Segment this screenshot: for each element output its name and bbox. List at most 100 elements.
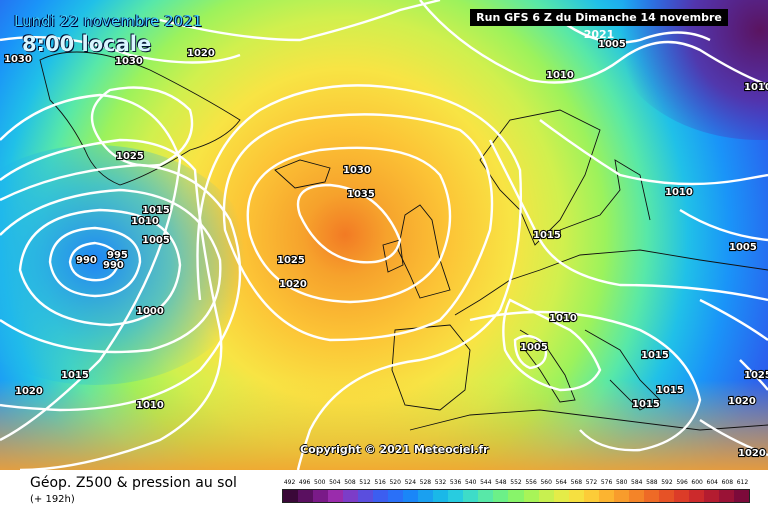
isobar-label: 1010 — [549, 313, 577, 324]
isobar-label: 1020 — [738, 448, 766, 459]
isobar-1035 — [296, 183, 402, 264]
color-scale-swatch — [598, 490, 614, 502]
north-africa-coast — [409, 409, 768, 431]
color-scale-value: 556 — [525, 479, 537, 486]
isobar-label: 1000 — [136, 306, 164, 317]
isobar-label: 1030 — [343, 165, 371, 176]
color-scale-value: 592 — [661, 479, 673, 486]
isobar-label: 1035 — [347, 189, 375, 200]
color-scale-value: 576 — [600, 479, 613, 486]
color-scale-swatch — [553, 490, 569, 502]
color-scale-swatch — [613, 490, 629, 502]
color-scale-swatch — [298, 490, 314, 502]
isobar-label: 1025 — [744, 370, 768, 381]
color-scale-swatch — [478, 490, 494, 502]
isobar-1025-greenland — [90, 86, 194, 167]
isobar-label: 1025 — [116, 151, 144, 162]
isobar-1020 — [196, 84, 523, 470]
isobar-1015-south — [469, 310, 702, 452]
isobar-label: 1015 — [61, 370, 89, 381]
color-scale-value: 564 — [555, 479, 567, 486]
isobar-label: 1015 — [632, 399, 660, 410]
color-scale-swatch — [523, 490, 539, 502]
isobar-labels: 1030 1030 1025 1020 1005 1010 1010 1025 … — [3, 38, 768, 460]
isobar-label: 1010 — [131, 216, 159, 227]
color-scale-value: 524 — [404, 479, 417, 486]
color-scale-swatch — [433, 490, 449, 502]
isobar-label: 1020 — [187, 48, 215, 59]
isobar-label: 1015 — [533, 230, 561, 241]
legend-footer: Géop. Z500 & pression au sol (+ 192h) 49… — [0, 470, 768, 512]
baltic-coast — [559, 159, 651, 231]
isobar-label: 1015 — [641, 350, 669, 361]
color-scale-value: 496 — [298, 479, 311, 486]
color-scale-swatch — [448, 490, 464, 502]
isobar-1000 — [18, 208, 182, 327]
color-scale-swatch — [493, 490, 509, 502]
color-scale-labels: 492 496 500 504 508 512 516 520 524 528 532 536 540 5… — [282, 479, 750, 489]
color-scale-value: 520 — [389, 479, 401, 486]
isobar-label: 1005 — [598, 39, 626, 50]
color-scale-swatch — [688, 490, 704, 502]
color-scale-bar — [282, 489, 750, 503]
isobar-1005 — [0, 188, 222, 354]
isobar-label: 1020 — [279, 279, 307, 290]
isobar-label: 1015 — [656, 385, 684, 396]
color-scale-swatch — [703, 490, 719, 502]
color-scale-value: 596 — [676, 479, 688, 486]
copyright-text: Copyright © 2021 Meteociel.fr — [300, 443, 489, 456]
iceland-coast — [274, 159, 331, 189]
color-scale-value: 608 — [721, 479, 734, 486]
isobar-1025 — [222, 113, 494, 342]
color-scale-value: 572 — [585, 479, 598, 486]
model-run-label: Run GFS 6 Z du Dimanche 14 novembre 2021 — [470, 9, 728, 41]
isobar-1020-west — [0, 93, 182, 442]
isobar-1020-nw — [159, 0, 441, 42]
color-scale-swatch — [403, 490, 419, 502]
color-scale-value: 540 — [464, 479, 477, 486]
isobar-label: 1030 — [4, 54, 32, 65]
color-scale-value: 588 — [646, 479, 658, 486]
isobar-1010-west — [0, 163, 242, 412]
color-scale-value: 600 — [691, 479, 703, 486]
isobar-1010-north — [419, 0, 768, 87]
color-scale-value: 528 — [419, 479, 432, 486]
isobar-label: 1005 — [520, 342, 548, 353]
isobar-label: 990 — [103, 260, 124, 271]
isobar-label: 1005 — [729, 242, 757, 253]
color-scale-swatch — [283, 490, 299, 502]
isobar-1005-central — [513, 334, 548, 370]
isobar-label: 1030 — [115, 56, 143, 67]
geopotential-map: 1030 1030 1025 1020 1005 1010 1010 1025 … — [0, 0, 768, 470]
northeast-trough-shading — [610, 0, 768, 140]
isobar-label: 1025 — [277, 255, 305, 266]
iberia-coast — [391, 324, 471, 411]
color-scale-value: 512 — [359, 479, 371, 486]
color-scale-swatch — [658, 490, 674, 502]
color-scale-swatch — [568, 490, 584, 502]
color-scale-swatch — [673, 490, 689, 502]
isobar-1010-east — [539, 119, 768, 186]
color-scale-value: 584 — [631, 479, 643, 486]
color-scale-swatch — [463, 490, 479, 502]
isobar-1030-nw — [0, 35, 241, 64]
color-scale-value: 580 — [615, 479, 628, 486]
color-scale-swatch — [643, 490, 659, 502]
ireland-coast — [382, 239, 404, 273]
isobar-1020-se — [699, 298, 768, 341]
western-low-shading — [0, 145, 255, 385]
isobar-1010-central — [502, 298, 602, 392]
isobar-label: 1010 — [546, 70, 574, 81]
color-scale-value: 516 — [374, 479, 386, 486]
color-scale-swatch — [733, 490, 749, 502]
isobar-1025-se — [739, 359, 768, 391]
isobar-1005-north — [559, 19, 711, 44]
map-title: Géop. Z500 & pression au sol — [30, 475, 237, 491]
isobar-label: 1020 — [728, 396, 756, 407]
color-scale-value: 604 — [706, 479, 718, 486]
color-scale-value: 560 — [540, 479, 552, 486]
color-scale-swatch — [373, 490, 389, 502]
isobar-label: 1005 — [142, 235, 170, 246]
color-scale-value: 612 — [736, 479, 749, 486]
